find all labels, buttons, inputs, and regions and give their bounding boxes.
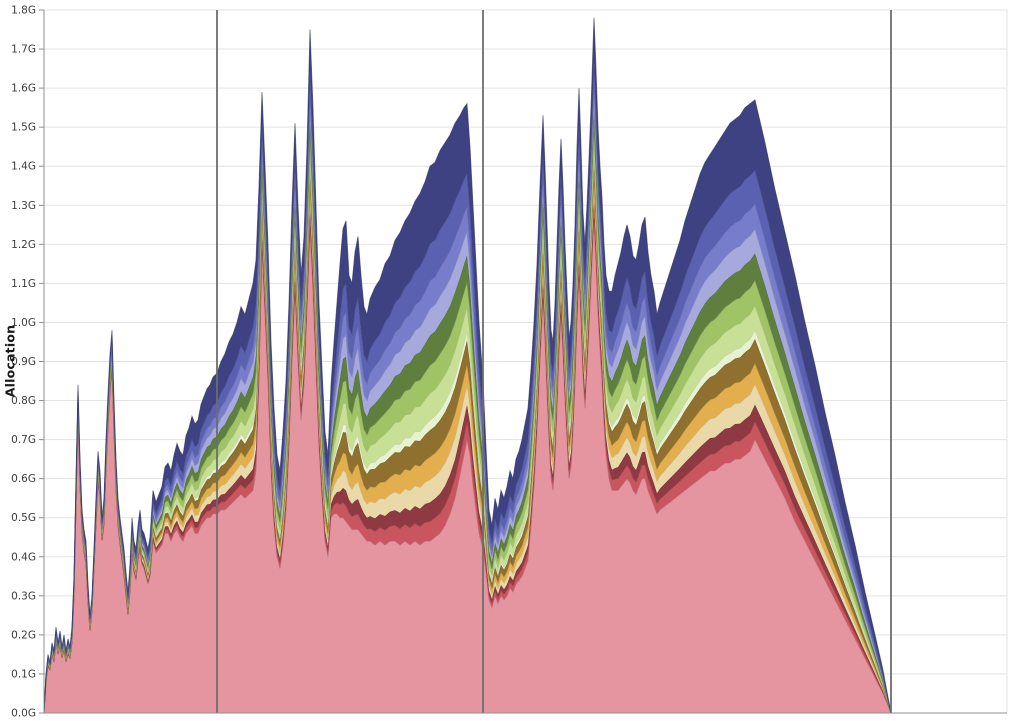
area-band-edge-indigo-band	[43, 59, 892, 714]
y-tick-label: 1.1G	[11, 278, 36, 290]
y-tick-label: 0.4G	[11, 551, 36, 563]
y-tick-label: 0.1G	[11, 668, 36, 680]
y-tick-label: 1.6G	[11, 83, 36, 95]
y-tick-label: 0.3G	[11, 590, 36, 602]
area-band-red-band	[44, 210, 891, 713]
y-tick-label: 1.0G	[11, 317, 36, 329]
y-tick-label: 0.0G	[11, 708, 36, 720]
y-tick-label: 0.6G	[11, 473, 36, 485]
y-tick-label: 1.3G	[11, 200, 36, 212]
area-band-rose-base-band	[44, 220, 891, 713]
area-band-indigo-band	[44, 59, 891, 714]
y-tick-label: 1.8G	[11, 5, 36, 17]
y-tick-label: 0.9G	[11, 356, 36, 368]
area-band-edge-navy-band	[43, 17, 892, 714]
y-tick-label: 0.8G	[11, 395, 36, 407]
y-tick-label: 0.2G	[11, 629, 36, 641]
y-tick-label: 0.5G	[11, 512, 36, 524]
area-band-navy-band	[44, 17, 891, 714]
y-tick-label: 1.2G	[11, 239, 36, 251]
y-tick-label: 0.7G	[11, 434, 36, 446]
y-axis-title: Allocation	[2, 324, 18, 398]
y-tick-label: 1.7G	[11, 44, 36, 56]
y-tick-label: 1.5G	[11, 122, 36, 134]
y-tick-label: 1.4G	[11, 161, 36, 173]
